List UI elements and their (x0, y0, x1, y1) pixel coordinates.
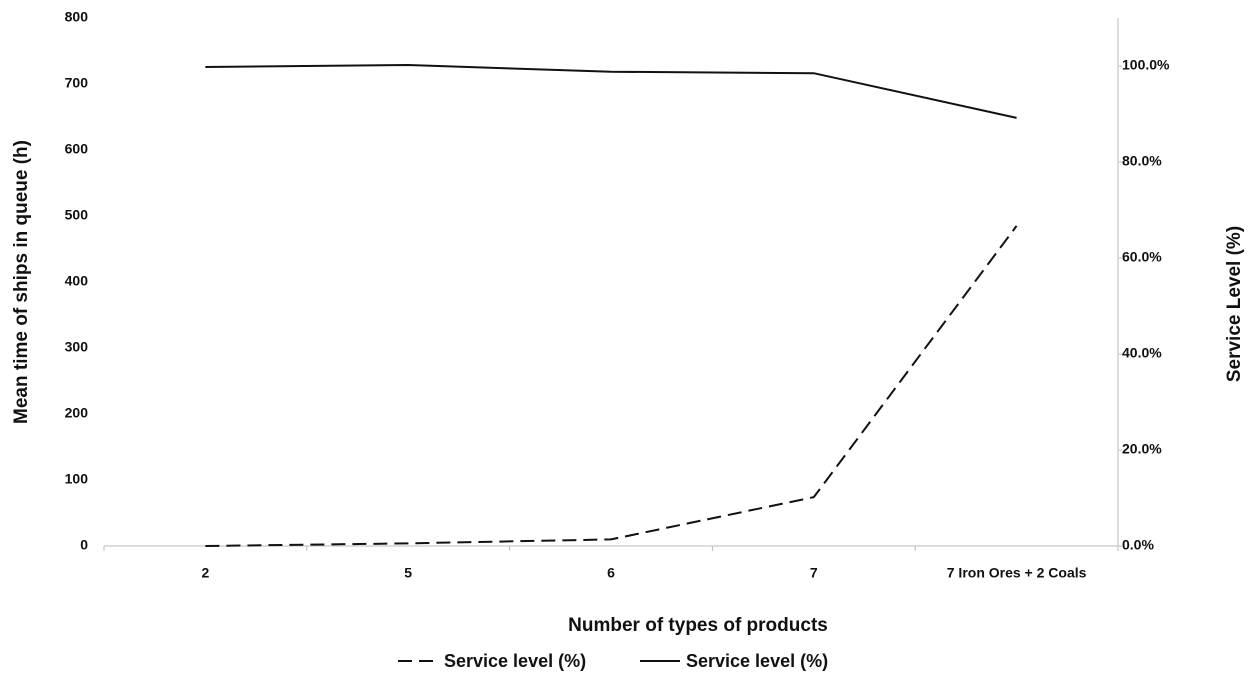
x-tick-label: 7 Iron Ores + 2 Coals (947, 565, 1087, 581)
x-tick-label: 7 (810, 565, 818, 581)
legend-label: Service level (%) (444, 651, 586, 671)
y-tick-label: 200 (65, 405, 89, 421)
y-tick-label: 800 (65, 9, 89, 25)
y-tick-label: 100 (65, 471, 89, 487)
series-line (205, 64, 1017, 119)
x-axis-title: Number of types of products (568, 615, 828, 636)
y2-axis-title: Service Level (%) (1224, 226, 1245, 382)
x-tick-label: 5 (404, 565, 412, 581)
y2-tick-label: 80.0% (1122, 153, 1162, 169)
series-line (205, 225, 1018, 547)
x-tick-label: 2 (202, 565, 210, 581)
y-tick-label: 400 (65, 273, 89, 289)
y2-tick-label: 20.0% (1122, 441, 1162, 457)
y-tick-label: 700 (65, 75, 89, 91)
y-tick-label: 300 (65, 339, 89, 355)
y-tick-label: 600 (65, 141, 89, 157)
y2-tick-label: 0.0% (1122, 537, 1154, 553)
y-tick-label: 500 (65, 207, 89, 223)
y2-tick-label: 100.0% (1122, 57, 1170, 73)
x-tick-label: 6 (607, 565, 615, 581)
legend-label: Service level (%) (686, 651, 828, 671)
y2-tick-label: 40.0% (1122, 345, 1162, 361)
y-tick-label: 0 (80, 537, 88, 553)
y2-tick-label: 60.0% (1122, 249, 1162, 265)
y-axis-title: Mean time of ships in queue (h) (11, 140, 32, 424)
